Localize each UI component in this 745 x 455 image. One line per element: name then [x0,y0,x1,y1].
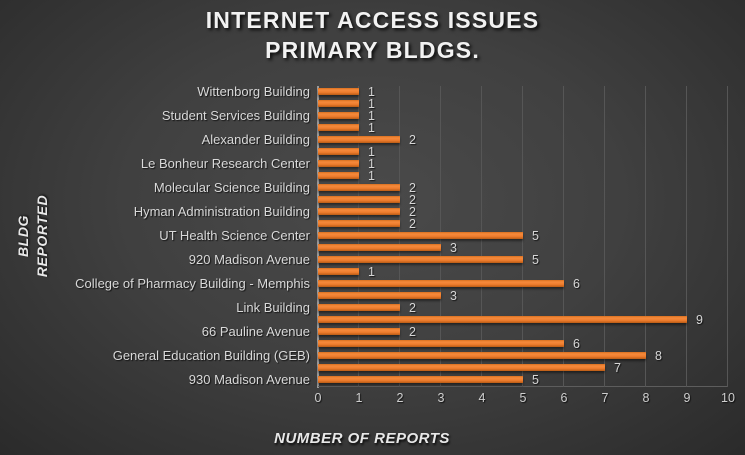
bar [318,172,359,179]
value-label: 2 [409,301,416,315]
bar [318,280,564,287]
value-label: 2 [409,133,416,147]
bar [318,100,359,107]
value-label: 7 [614,361,621,375]
bar [318,220,400,227]
value-label: 6 [573,277,580,291]
bar [318,316,687,323]
bar [318,376,523,383]
category-label: Wittenborg Building [197,84,310,99]
x-tick-label: 0 [314,391,322,405]
value-label: 1 [368,157,375,171]
x-tick-label: 7 [601,391,609,405]
bar [318,364,605,371]
category-label: College of Pharmacy Building - Memphis [75,276,310,291]
category-label: Student Services Building [161,108,310,123]
bar [318,88,359,95]
x-tick-label: 3 [437,391,445,405]
category-labels: Wittenborg Building Student Services Buil… [0,84,310,387]
value-label: 1 [368,169,375,183]
gridline [563,86,564,387]
bar [318,148,359,155]
bar [318,184,400,191]
bar [318,196,400,203]
x-ticks: 0 1 2 3 4 5 6 7 8 9 10 [315,391,735,407]
value-label: 1 [368,121,375,135]
gridline [727,86,728,387]
chart-title-line2: PRIMARY BLDGS. [265,37,480,63]
category-label: UT Health Science Center [159,228,310,243]
category-label: Alexander Building [201,132,310,147]
x-axis-line [318,386,728,387]
value-label: 2 [409,205,416,219]
x-tick-label: 8 [642,391,650,405]
value-label: 1 [368,109,375,123]
value-label: 1 [368,85,375,99]
x-tick-label: 6 [560,391,568,405]
x-tick-label: 10 [721,391,735,405]
gridline [686,86,687,387]
value-label: 2 [409,217,416,231]
bar [318,208,400,215]
x-axis-title: NUMBER OF REPORTS [274,430,450,447]
category-label: 930 Madison Avenue [188,372,310,387]
x-tick-label: 2 [396,391,404,405]
value-label: 2 [409,181,416,195]
bar [318,292,441,299]
gridline [645,86,646,387]
value-label: 5 [532,229,539,243]
bar [318,136,400,143]
value-label: 6 [573,337,580,351]
x-tick-label: 5 [519,391,527,405]
value-label: 3 [450,241,457,255]
bar [318,160,359,167]
category-label: 920 Madison Avenue [188,252,310,267]
x-tick-label: 9 [683,391,691,405]
category-label: Le Bonheur Research Center [140,156,310,171]
value-label: 9 [696,313,703,327]
bar [318,244,441,251]
bar [318,268,359,275]
bar [318,328,400,335]
bar [318,352,646,359]
bar [318,232,523,239]
bar [318,340,564,347]
category-label: Link Building [236,300,310,315]
x-tick-label: 1 [355,391,363,405]
bar [318,124,359,131]
gridline [604,86,605,387]
x-tick-label: 4 [478,391,486,405]
chart-title: INTERNET ACCESS ISSUES PRIMARY BLDGS. [0,5,745,65]
category-label: Molecular Science Building [153,180,310,195]
bar [318,304,400,311]
value-label: 1 [368,145,375,159]
value-label: 1 [368,265,375,279]
value-label: 1 [368,97,375,111]
category-label: 66 Pauline Avenue [201,324,310,339]
chart-title-line1: INTERNET ACCESS ISSUES [205,7,540,33]
bar [318,112,359,119]
value-label: 3 [450,289,457,303]
category-label: General Education Building (GEB) [112,348,310,363]
value-label: 8 [655,349,662,363]
value-label: 5 [532,253,539,267]
value-label: 5 [532,373,539,387]
value-label: 2 [409,193,416,207]
bar [318,256,523,263]
value-label: 2 [409,325,416,339]
category-label: Hyman Administration Building [133,204,310,219]
